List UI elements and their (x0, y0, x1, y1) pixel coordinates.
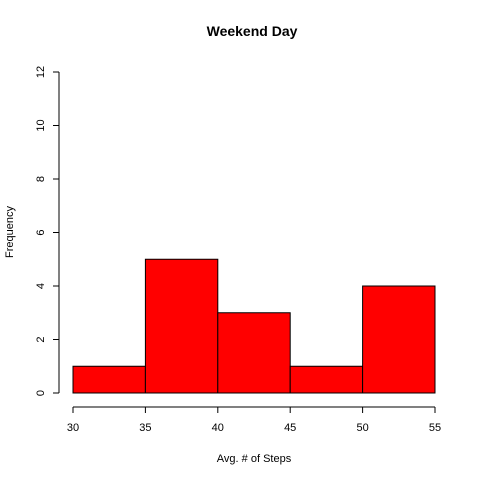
histogram-bar-3 (290, 366, 362, 393)
x-axis: 30 35 40 45 50 55 (67, 407, 441, 434)
x-axis-label: Avg. # of Steps (217, 453, 292, 465)
bars-group (73, 259, 435, 393)
y-axis-label: Frequency (4, 206, 16, 258)
x-tick-label: 35 (139, 422, 151, 434)
y-tick-label: 4 (35, 283, 47, 289)
x-tick-label: 50 (356, 422, 368, 434)
y-tick-label: 0 (35, 390, 47, 396)
x-tick-label: 40 (212, 422, 224, 434)
x-tick-label: 55 (429, 422, 441, 434)
histogram-bar-1 (145, 259, 217, 393)
histogram-bar-4 (363, 286, 435, 393)
y-tick-label: 6 (35, 229, 47, 235)
x-tick-label: 30 (67, 422, 79, 434)
y-tick-label: 12 (35, 66, 47, 78)
histogram-bar-0 (73, 366, 145, 393)
x-tick-label: 45 (284, 422, 296, 434)
y-axis: 0 2 4 6 8 10 12 (35, 66, 59, 396)
histogram-bar-2 (218, 313, 290, 393)
y-tick-label: 8 (35, 176, 47, 182)
y-tick-label: 2 (35, 336, 47, 342)
y-tick-label: 10 (35, 119, 47, 131)
chart-title: Weekend Day (207, 23, 298, 39)
